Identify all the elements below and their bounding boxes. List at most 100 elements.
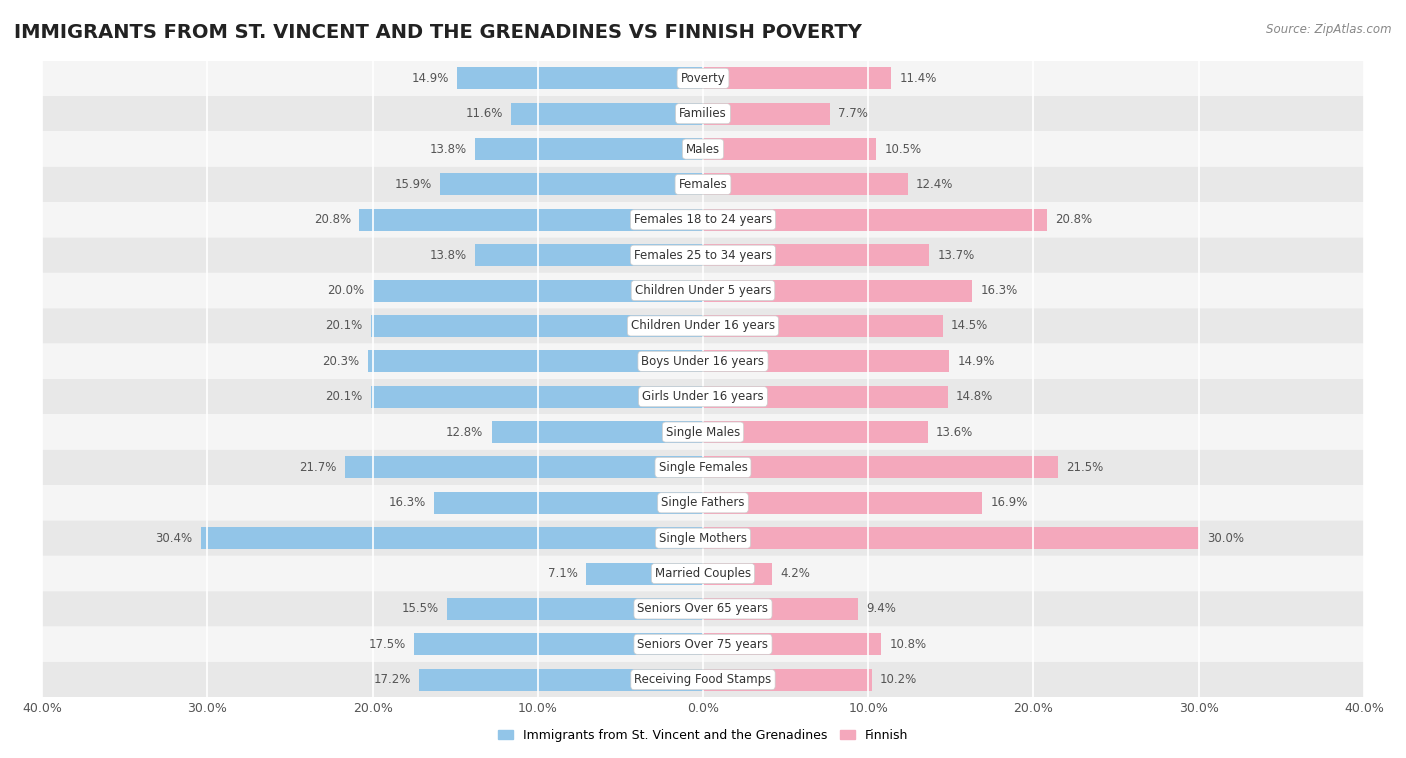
FancyBboxPatch shape bbox=[42, 343, 1364, 379]
Text: 20.1%: 20.1% bbox=[325, 319, 363, 333]
Bar bbox=[201, 528, 703, 549]
Bar bbox=[373, 280, 703, 302]
FancyBboxPatch shape bbox=[42, 662, 1364, 697]
Bar bbox=[703, 669, 872, 691]
Text: Boys Under 16 years: Boys Under 16 years bbox=[641, 355, 765, 368]
Text: Children Under 16 years: Children Under 16 years bbox=[631, 319, 775, 333]
Text: 20.0%: 20.0% bbox=[328, 284, 364, 297]
FancyBboxPatch shape bbox=[42, 131, 1364, 167]
Text: 16.9%: 16.9% bbox=[990, 496, 1028, 509]
Bar bbox=[703, 280, 973, 302]
Text: 13.6%: 13.6% bbox=[936, 425, 973, 439]
FancyBboxPatch shape bbox=[42, 202, 1364, 237]
FancyBboxPatch shape bbox=[42, 449, 1364, 485]
FancyBboxPatch shape bbox=[42, 61, 1364, 96]
Text: 30.4%: 30.4% bbox=[156, 531, 193, 545]
Text: 7.1%: 7.1% bbox=[547, 567, 578, 580]
Text: Single Females: Single Females bbox=[658, 461, 748, 474]
Text: Females 25 to 34 years: Females 25 to 34 years bbox=[634, 249, 772, 262]
Bar bbox=[703, 421, 928, 443]
Text: 9.4%: 9.4% bbox=[866, 603, 897, 615]
Bar bbox=[703, 350, 949, 372]
Bar bbox=[703, 492, 983, 514]
Text: 17.5%: 17.5% bbox=[368, 637, 405, 651]
Bar bbox=[440, 174, 703, 196]
Bar bbox=[703, 103, 830, 124]
Text: 20.1%: 20.1% bbox=[325, 390, 363, 403]
Bar bbox=[703, 562, 772, 584]
Text: Girls Under 16 years: Girls Under 16 years bbox=[643, 390, 763, 403]
Text: Single Fathers: Single Fathers bbox=[661, 496, 745, 509]
Bar bbox=[703, 386, 948, 408]
Bar bbox=[586, 562, 703, 584]
Text: 16.3%: 16.3% bbox=[388, 496, 426, 509]
Bar bbox=[703, 67, 891, 89]
Text: IMMIGRANTS FROM ST. VINCENT AND THE GRENADINES VS FINNISH POVERTY: IMMIGRANTS FROM ST. VINCENT AND THE GREN… bbox=[14, 23, 862, 42]
Text: 15.5%: 15.5% bbox=[402, 603, 439, 615]
Text: 14.9%: 14.9% bbox=[411, 72, 449, 85]
Bar bbox=[703, 528, 1198, 549]
Text: 21.7%: 21.7% bbox=[299, 461, 336, 474]
Bar bbox=[703, 138, 876, 160]
Bar bbox=[344, 456, 703, 478]
Bar bbox=[703, 456, 1059, 478]
FancyBboxPatch shape bbox=[42, 627, 1364, 662]
Bar bbox=[703, 598, 858, 620]
FancyBboxPatch shape bbox=[42, 96, 1364, 131]
FancyBboxPatch shape bbox=[42, 556, 1364, 591]
Text: 11.4%: 11.4% bbox=[900, 72, 936, 85]
Bar bbox=[703, 634, 882, 655]
Bar bbox=[492, 421, 703, 443]
Bar bbox=[413, 634, 703, 655]
Bar bbox=[360, 209, 703, 230]
Text: 15.9%: 15.9% bbox=[395, 178, 432, 191]
Bar bbox=[703, 174, 908, 196]
Bar bbox=[367, 350, 703, 372]
FancyBboxPatch shape bbox=[42, 309, 1364, 343]
Bar bbox=[475, 138, 703, 160]
FancyBboxPatch shape bbox=[42, 237, 1364, 273]
Bar bbox=[703, 315, 942, 337]
Bar bbox=[419, 669, 703, 691]
Text: 13.7%: 13.7% bbox=[938, 249, 974, 262]
Text: 10.5%: 10.5% bbox=[884, 143, 922, 155]
Bar bbox=[371, 315, 703, 337]
Bar bbox=[703, 209, 1046, 230]
Text: 14.9%: 14.9% bbox=[957, 355, 995, 368]
Text: Females 18 to 24 years: Females 18 to 24 years bbox=[634, 213, 772, 227]
Bar bbox=[703, 244, 929, 266]
Text: 11.6%: 11.6% bbox=[465, 107, 503, 121]
Text: Seniors Over 75 years: Seniors Over 75 years bbox=[637, 637, 769, 651]
Text: 16.3%: 16.3% bbox=[980, 284, 1018, 297]
Text: Poverty: Poverty bbox=[681, 72, 725, 85]
Text: Males: Males bbox=[686, 143, 720, 155]
Text: 10.8%: 10.8% bbox=[890, 637, 927, 651]
Text: Married Couples: Married Couples bbox=[655, 567, 751, 580]
Text: 4.2%: 4.2% bbox=[780, 567, 810, 580]
Legend: Immigrants from St. Vincent and the Grenadines, Finnish: Immigrants from St. Vincent and the Gren… bbox=[498, 729, 908, 742]
Text: 10.2%: 10.2% bbox=[880, 673, 917, 686]
Bar bbox=[475, 244, 703, 266]
Text: 13.8%: 13.8% bbox=[430, 143, 467, 155]
Bar bbox=[371, 386, 703, 408]
Text: 20.3%: 20.3% bbox=[322, 355, 360, 368]
Text: Children Under 5 years: Children Under 5 years bbox=[634, 284, 772, 297]
Text: Source: ZipAtlas.com: Source: ZipAtlas.com bbox=[1267, 23, 1392, 36]
FancyBboxPatch shape bbox=[42, 521, 1364, 556]
Text: 12.4%: 12.4% bbox=[917, 178, 953, 191]
FancyBboxPatch shape bbox=[42, 485, 1364, 521]
Text: Single Males: Single Males bbox=[666, 425, 740, 439]
Text: 17.2%: 17.2% bbox=[373, 673, 411, 686]
Text: 14.5%: 14.5% bbox=[950, 319, 988, 333]
Bar bbox=[457, 67, 703, 89]
FancyBboxPatch shape bbox=[42, 167, 1364, 202]
Text: 21.5%: 21.5% bbox=[1066, 461, 1104, 474]
FancyBboxPatch shape bbox=[42, 415, 1364, 449]
FancyBboxPatch shape bbox=[42, 273, 1364, 309]
Text: Families: Families bbox=[679, 107, 727, 121]
Text: 14.8%: 14.8% bbox=[956, 390, 993, 403]
Text: Seniors Over 65 years: Seniors Over 65 years bbox=[637, 603, 769, 615]
Text: 13.8%: 13.8% bbox=[430, 249, 467, 262]
Text: 12.8%: 12.8% bbox=[446, 425, 484, 439]
Bar bbox=[433, 492, 703, 514]
